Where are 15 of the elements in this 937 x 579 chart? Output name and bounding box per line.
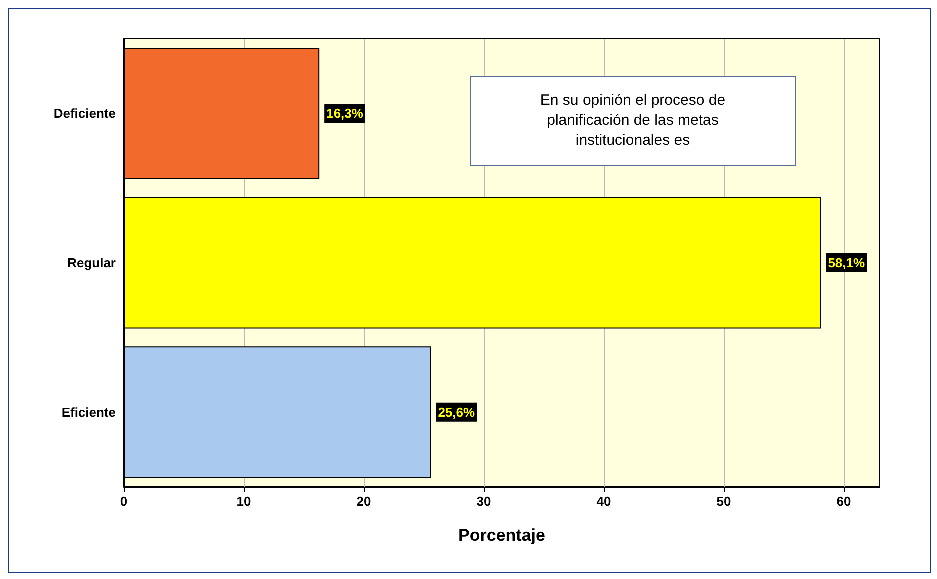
x-tick-label: 10 — [236, 494, 252, 509]
x-tick-label: 50 — [716, 494, 732, 509]
x-tick-label: 40 — [596, 494, 612, 509]
x-axis-title: Porcentaje — [458, 526, 546, 545]
x-tick-label: 60 — [836, 494, 852, 509]
data-label: 25,6% — [438, 404, 476, 420]
y-tick-label: Eficiente — [62, 404, 116, 420]
y-tick-label: Deficiente — [54, 106, 116, 122]
data-label: 58,1% — [828, 256, 866, 270]
x-tick-label: 0 — [120, 494, 128, 509]
data-label: 16,3% — [326, 106, 364, 122]
y-tick-label: Regular — [68, 256, 116, 270]
x-tick-label: 20 — [356, 494, 372, 509]
note-box: En su opinión el proceso de planificación de las metas institucionales es — [470, 76, 796, 166]
x-tick-label: 30 — [476, 494, 492, 509]
